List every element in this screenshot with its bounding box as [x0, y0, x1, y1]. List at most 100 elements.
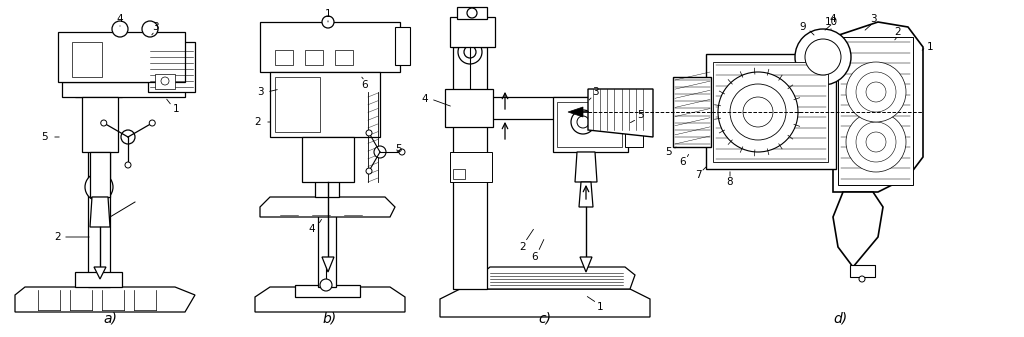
Text: 3: 3 — [152, 22, 159, 32]
Circle shape — [571, 110, 595, 134]
Circle shape — [125, 162, 131, 168]
Bar — [450, 152, 492, 182]
Polygon shape — [58, 32, 185, 82]
Circle shape — [150, 120, 156, 126]
Bar — [453, 169, 465, 179]
Circle shape — [743, 97, 773, 127]
Text: 2: 2 — [255, 117, 261, 127]
Bar — [275, 50, 293, 65]
Text: 5: 5 — [394, 144, 401, 154]
Polygon shape — [575, 152, 597, 182]
Text: c): c) — [539, 311, 552, 325]
Polygon shape — [88, 82, 110, 287]
Polygon shape — [82, 97, 118, 152]
Bar — [318, 212, 336, 287]
Text: 6: 6 — [531, 252, 539, 262]
Text: 6: 6 — [361, 80, 369, 90]
Circle shape — [866, 132, 886, 152]
Bar — [275, 77, 319, 132]
Text: 2: 2 — [895, 27, 901, 37]
Bar — [838, 37, 913, 185]
Bar — [302, 137, 354, 182]
Bar — [557, 102, 622, 147]
Text: 2: 2 — [54, 232, 61, 242]
Circle shape — [577, 116, 589, 128]
Bar — [260, 22, 400, 72]
Circle shape — [856, 122, 896, 162]
Text: 2: 2 — [520, 242, 526, 252]
Circle shape — [319, 279, 332, 291]
Circle shape — [859, 276, 865, 282]
Circle shape — [85, 173, 113, 201]
Bar — [305, 50, 323, 65]
Circle shape — [866, 82, 886, 102]
Circle shape — [795, 29, 851, 85]
Text: 8: 8 — [727, 177, 733, 187]
Text: 3: 3 — [869, 14, 877, 24]
Polygon shape — [62, 82, 185, 97]
Bar — [315, 37, 339, 197]
Bar — [450, 17, 495, 47]
Text: 1: 1 — [597, 302, 603, 312]
Bar — [270, 72, 380, 137]
Polygon shape — [445, 89, 493, 127]
Circle shape — [467, 8, 477, 18]
Circle shape — [846, 62, 906, 122]
Circle shape — [730, 84, 786, 140]
Bar — [72, 42, 102, 77]
Text: 1: 1 — [325, 9, 332, 19]
Text: 4: 4 — [829, 14, 837, 24]
Text: 5: 5 — [637, 110, 643, 120]
Bar — [553, 97, 628, 152]
Circle shape — [112, 21, 128, 37]
Polygon shape — [90, 197, 110, 227]
Text: 1: 1 — [927, 42, 933, 52]
Circle shape — [161, 77, 169, 85]
Polygon shape — [322, 257, 334, 272]
Circle shape — [142, 21, 158, 37]
Text: 7: 7 — [694, 170, 701, 180]
Circle shape — [100, 120, 106, 126]
Bar — [850, 265, 874, 277]
Bar — [625, 107, 643, 147]
Text: 5: 5 — [42, 132, 48, 142]
Polygon shape — [588, 89, 653, 137]
Text: 4: 4 — [117, 14, 123, 24]
Polygon shape — [94, 267, 106, 279]
Text: 4: 4 — [422, 94, 428, 104]
Text: 9: 9 — [800, 22, 806, 32]
Circle shape — [805, 39, 841, 75]
Bar — [395, 27, 410, 65]
Text: b): b) — [323, 311, 337, 325]
Circle shape — [366, 168, 372, 174]
Polygon shape — [90, 152, 110, 197]
Circle shape — [374, 146, 386, 158]
Polygon shape — [453, 97, 650, 119]
Circle shape — [458, 40, 482, 64]
Polygon shape — [580, 257, 592, 272]
Polygon shape — [260, 197, 395, 217]
Polygon shape — [833, 192, 883, 267]
Text: a): a) — [103, 311, 117, 325]
Circle shape — [121, 130, 135, 144]
Circle shape — [846, 112, 906, 172]
Polygon shape — [833, 22, 923, 192]
Circle shape — [91, 179, 106, 195]
Bar — [295, 285, 360, 297]
Polygon shape — [568, 107, 583, 117]
Polygon shape — [75, 272, 122, 287]
Polygon shape — [15, 287, 195, 312]
Polygon shape — [255, 287, 406, 312]
Circle shape — [464, 46, 476, 58]
Polygon shape — [75, 82, 122, 97]
Text: 1: 1 — [173, 104, 179, 114]
Text: 5: 5 — [665, 147, 672, 157]
Text: d): d) — [833, 311, 847, 325]
Bar — [335, 50, 353, 65]
Polygon shape — [148, 42, 195, 92]
Bar — [673, 77, 711, 147]
Bar — [713, 62, 828, 162]
Circle shape — [856, 72, 896, 112]
Circle shape — [399, 149, 406, 155]
Circle shape — [718, 72, 798, 152]
